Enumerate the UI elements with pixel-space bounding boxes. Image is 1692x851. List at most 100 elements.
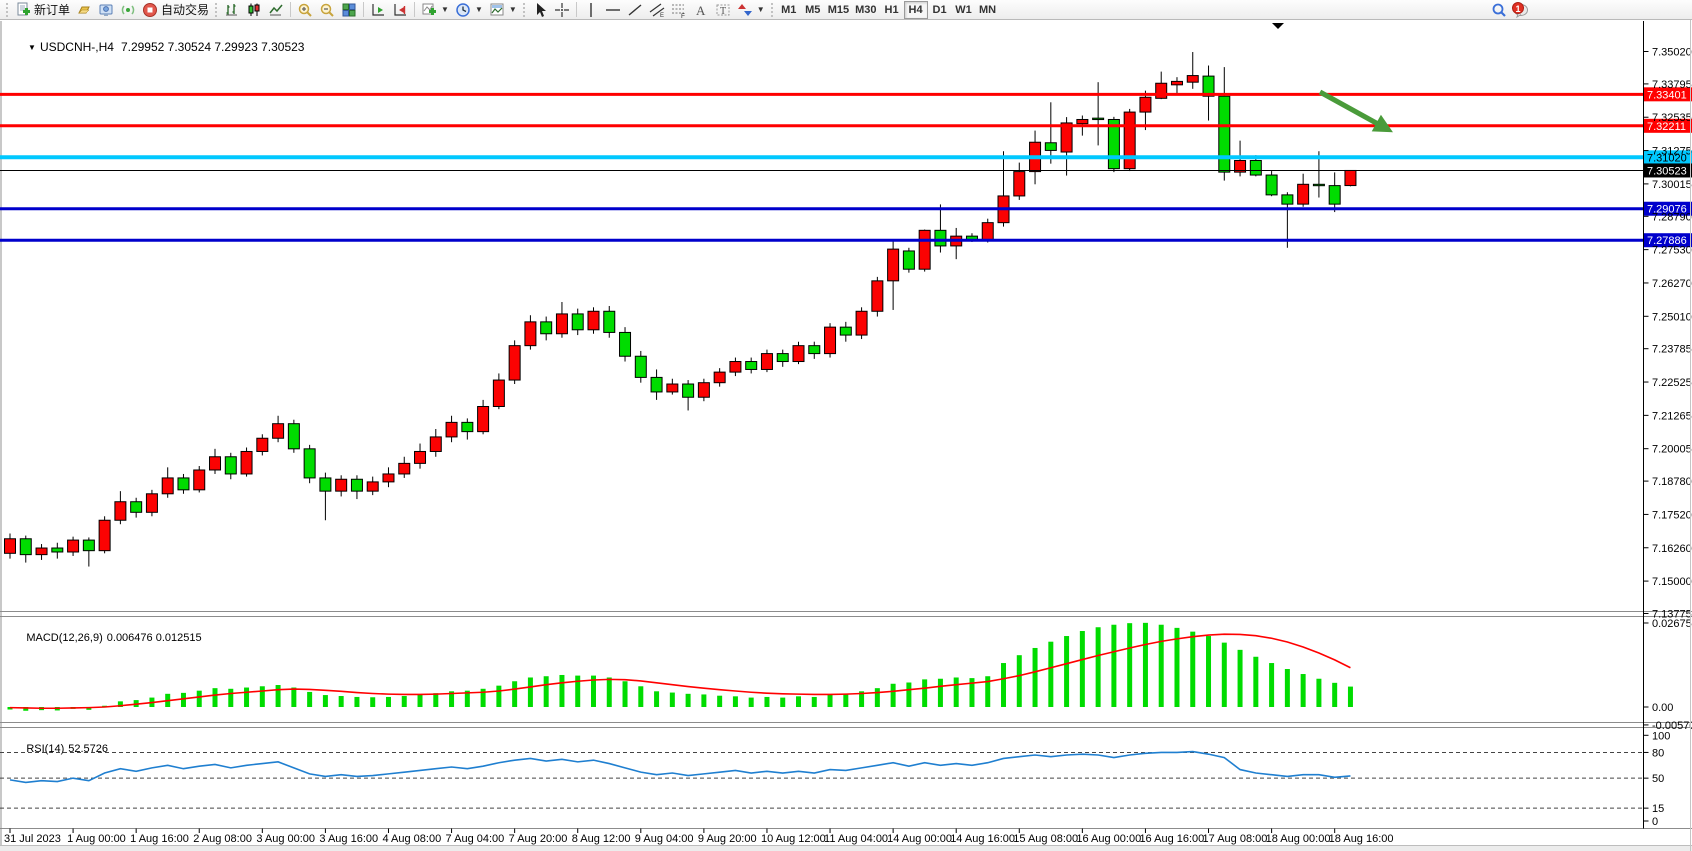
auto-trading-icon <box>143 2 158 17</box>
indicators-button[interactable]: ▼ <box>418 1 452 19</box>
macd-histogram-bar <box>1284 669 1290 707</box>
line-chart-button[interactable] <box>265 1 287 19</box>
arrow-objects-icon <box>737 3 752 16</box>
candle-down <box>130 501 143 513</box>
time-axis-label: 17 Aug 08:00 <box>1203 833 1268 845</box>
dropdown-caret-icon: ▼ <box>474 5 483 14</box>
timeframe-H1[interactable]: H1 <box>880 1 904 19</box>
market-watch-button[interactable] <box>95 1 117 19</box>
toolbar-separator <box>575 2 577 17</box>
rsi-current-value: 52.5726 <box>68 743 109 755</box>
ohlc-values: 7.29952 7.30524 7.29923 7.30523 <box>120 40 305 54</box>
candle-up <box>256 437 269 452</box>
trend-arrow-annotation[interactable] <box>1318 89 1393 133</box>
one-click-trading-arrow-icon[interactable]: ▼ <box>28 43 36 52</box>
candle-up <box>272 423 285 439</box>
candle-down <box>303 448 316 479</box>
candle-up <box>366 481 379 492</box>
macd-histogram-bar <box>1206 636 1212 707</box>
arrows-button[interactable]: ▼ <box>734 1 768 19</box>
timeframe-MN[interactable]: MN <box>976 1 1000 19</box>
toolbar-grip <box>522 2 526 17</box>
candle-down <box>619 331 632 357</box>
zoom-out-icon <box>320 3 334 17</box>
bar-chart-button[interactable] <box>221 1 243 19</box>
price-badge-text: 7.33401 <box>1647 89 1687 101</box>
notifications-button[interactable]: 1 <box>1510 1 1533 19</box>
fibonacci-button[interactable]: F <box>668 1 690 19</box>
price-badge-text: 7.29076 <box>1647 204 1687 216</box>
zoom-out-button[interactable] <box>316 1 338 19</box>
chart-profiles-button[interactable] <box>73 1 95 19</box>
vertical-line-button[interactable] <box>580 1 602 19</box>
time-axis-label: 16 Aug 16:00 <box>1139 833 1204 845</box>
auto-scroll-button[interactable] <box>367 1 389 19</box>
macd-histogram-bar <box>1332 682 1338 707</box>
time-axis-label: 9 Aug 20:00 <box>698 833 757 845</box>
templates-button[interactable]: ▼ <box>486 1 520 19</box>
crosshair-button[interactable] <box>551 1 573 19</box>
chart-shift-marker-icon[interactable] <box>1272 23 1284 29</box>
tile-windows-button[interactable] <box>338 1 360 19</box>
chart-shift-button[interactable] <box>389 1 411 19</box>
candle-down <box>776 353 789 363</box>
macd-histogram-bar <box>811 696 817 707</box>
candle-down <box>571 313 584 331</box>
timeframe-D1[interactable]: D1 <box>928 1 952 19</box>
text-button[interactable]: A <box>690 1 712 19</box>
candle-down <box>1312 183 1325 187</box>
candle-down <box>51 547 64 553</box>
timeframe-M30[interactable]: M30 <box>852 1 879 19</box>
candle-down <box>1265 174 1278 196</box>
candle-down <box>902 250 915 270</box>
price-axis-label: 7.13775 <box>1652 608 1692 620</box>
timeframe-M5[interactable]: M5 <box>801 1 825 19</box>
price-badge-text: 7.32211 <box>1647 121 1686 133</box>
macd-histogram-bar <box>512 681 518 707</box>
macd-histogram-bar <box>890 683 896 707</box>
candle-down <box>1107 118 1120 170</box>
periods-button[interactable]: ▼ <box>452 1 486 19</box>
time-axis-label: 1 Aug 16:00 <box>130 833 189 845</box>
timeframe-M1[interactable]: M1 <box>777 1 801 19</box>
rsi-line <box>9 750 1351 784</box>
macd-indicator-label: MACD(12,26,9) 0.006476 0.012515 <box>8 620 201 656</box>
macd-histogram-bar <box>196 690 202 707</box>
candle-down <box>934 229 947 247</box>
text-label-button[interactable]: T <box>712 1 734 19</box>
macd-histogram-bar <box>748 697 754 707</box>
price-axis-label: 7.26270 <box>1652 278 1692 290</box>
macd-histogram-bar <box>322 695 328 707</box>
search-button[interactable] <box>1488 1 1510 19</box>
macd-histogram-bar <box>449 691 455 707</box>
macd-histogram-bar <box>606 677 612 707</box>
macd-histogram-bar <box>228 688 234 707</box>
new-order-button[interactable]: 新订单 <box>12 1 73 19</box>
cursor-button[interactable] <box>529 1 551 19</box>
rsi-axis-label: 50 <box>1652 773 1664 785</box>
macd-histogram-bar <box>417 694 423 707</box>
timeframe-W1[interactable]: W1 <box>952 1 976 19</box>
signals-button[interactable] <box>117 1 139 19</box>
horizontal-line-button[interactable] <box>602 1 624 19</box>
new-order-label: 新订单 <box>34 3 71 17</box>
equidistant-channel-button[interactable]: E <box>646 1 668 19</box>
time-axis-label: 18 Aug 16:00 <box>1329 833 1394 845</box>
macd-histogram-bar <box>307 691 313 707</box>
candle-down <box>19 538 32 556</box>
trendline-button[interactable] <box>624 1 646 19</box>
candlestick-chart-button[interactable] <box>243 1 265 19</box>
channel-icon: E <box>649 3 665 18</box>
macd-histogram-bar <box>1347 686 1353 707</box>
candle-up <box>981 222 994 241</box>
timeframe-H4[interactable]: H4 <box>903 0 928 19</box>
auto-trading-button[interactable]: 自动交易 <box>139 1 212 19</box>
macd-histogram-bar <box>780 697 786 707</box>
zoom-in-button[interactable] <box>294 1 316 19</box>
macd-histogram-bar <box>1111 624 1117 707</box>
toolbar-separator <box>363 2 365 17</box>
macd-histogram-bar <box>1001 663 1007 707</box>
timeframe-M15[interactable]: M15 <box>825 1 852 19</box>
